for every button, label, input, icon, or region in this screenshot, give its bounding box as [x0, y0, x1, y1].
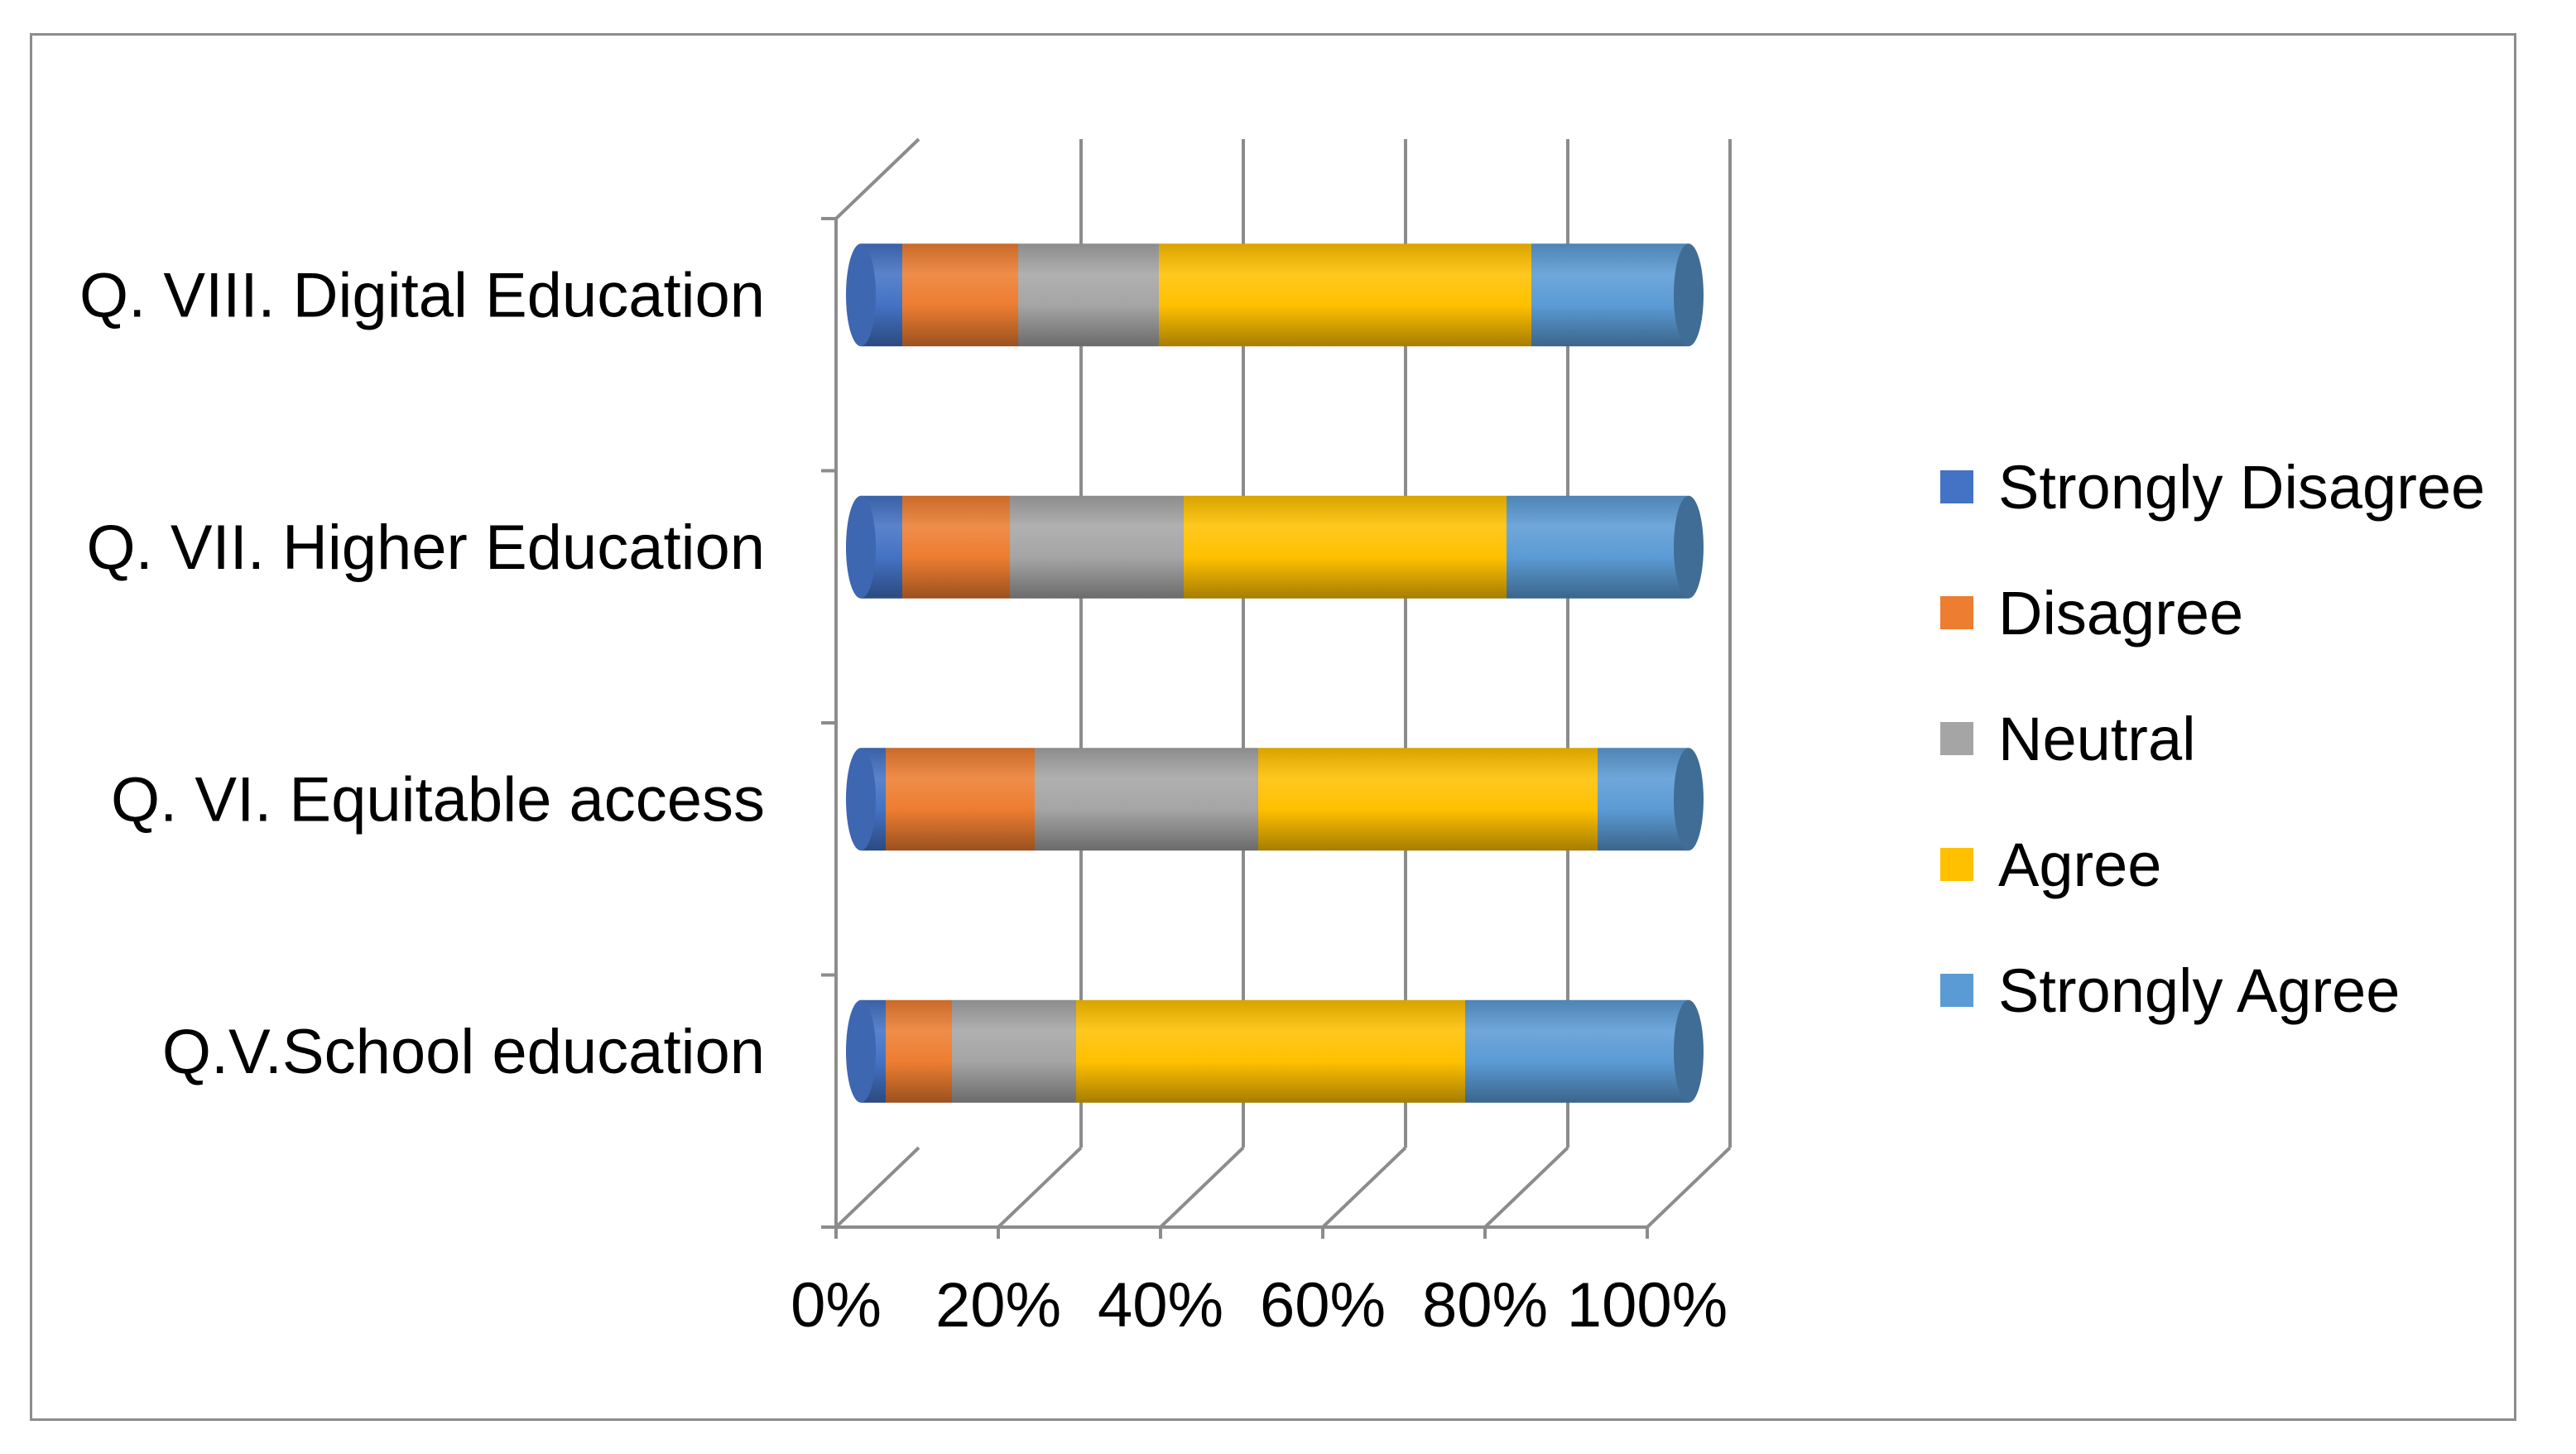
bar-segment-agree — [1159, 243, 1531, 347]
bar-segment-agree — [1076, 999, 1465, 1103]
bar-left-cap — [846, 495, 876, 599]
legend-swatch — [1940, 974, 1973, 1007]
x-tick-label: 0% — [791, 1270, 882, 1341]
floor-gridline — [997, 1146, 1083, 1229]
bar-segment-neutral — [1018, 243, 1159, 347]
bar-segment-disagree — [886, 999, 952, 1103]
floor-gridline — [1159, 1146, 1245, 1229]
bar-right-cap — [1674, 495, 1704, 599]
legend-label: Strongly Agree — [1998, 956, 2400, 1025]
floor-gridline — [834, 1146, 920, 1229]
bar-segment-strongly-agree — [1531, 243, 1689, 347]
x-tick-label: 40% — [1098, 1270, 1223, 1341]
legend-label: Disagree — [1998, 579, 2243, 648]
x-tick-label: 100% — [1567, 1270, 1728, 1341]
bar-segment-neutral — [952, 999, 1076, 1103]
category-label: Q. VI. Equitable access — [111, 764, 765, 835]
x-axis-tick-labels: 0% 20% 40% 60% 80% 100% — [791, 1270, 1728, 1341]
floor-gridline — [1483, 1146, 1569, 1229]
chart-legend: Strongly Disagree Disagree Neutral Agree Str… — [1940, 453, 2485, 1025]
legend-swatch — [1940, 722, 1973, 755]
bar-segment-agree — [1258, 748, 1598, 851]
bar-segment-neutral — [1035, 748, 1258, 851]
legend-label: Neutral — [1998, 705, 2196, 773]
x-tick-label: 60% — [1260, 1270, 1386, 1341]
bar-right-cap — [1674, 748, 1704, 851]
bar-segment-disagree — [886, 748, 1035, 851]
legend-swatch — [1940, 848, 1973, 881]
legend-swatch — [1940, 596, 1973, 629]
bar-left-cap — [846, 999, 876, 1103]
bar-segment-agree — [1184, 495, 1507, 599]
category-label: Q. VIII. Digital Education — [79, 260, 765, 330]
x-tick-label: 80% — [1422, 1270, 1548, 1341]
bar-right-cap — [1674, 243, 1704, 347]
bar-segment-strongly-agree — [1507, 495, 1689, 599]
chart-bars — [846, 243, 1704, 1103]
floor-gridline — [1321, 1146, 1407, 1229]
legend-label: Strongly Disagree — [1998, 453, 2485, 522]
legend-label: Agree — [1998, 831, 2161, 899]
bar-segment-strongly-agree — [1598, 748, 1689, 851]
left-wall-top-edge — [834, 137, 920, 220]
bar-segment-neutral — [1010, 495, 1184, 599]
bar-left-cap — [846, 243, 876, 347]
category-label: Q. VII. Higher Education — [86, 513, 765, 583]
category-label: Q.V.School education — [162, 1017, 765, 1087]
bar-right-cap — [1674, 999, 1704, 1103]
bar-left-cap — [846, 748, 876, 851]
category-labels: Q.V.School education Q. VI. Equitable acc… — [79, 260, 765, 1087]
bar-segment-disagree — [902, 243, 1018, 347]
bar-segment-disagree — [902, 495, 1010, 599]
floor-gridline — [1646, 1146, 1732, 1229]
legend-swatch — [1940, 470, 1973, 503]
x-tick-label: 20% — [935, 1270, 1061, 1341]
bar-segment-strongly-agree — [1465, 999, 1689, 1103]
